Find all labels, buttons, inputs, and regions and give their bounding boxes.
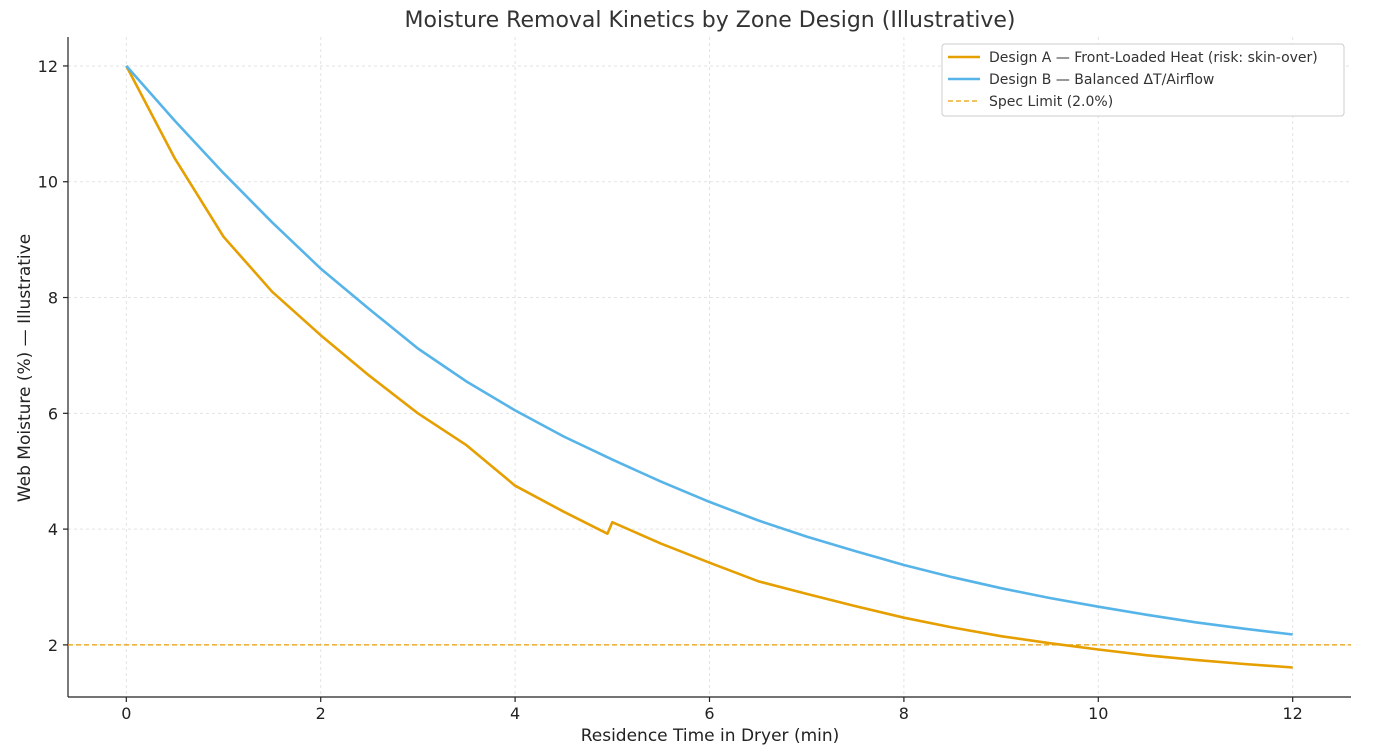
y-tick-label: 2 bbox=[48, 636, 58, 655]
y-tick-label: 12 bbox=[38, 57, 58, 76]
ticks: 0 2 4 6 8 10 12 2 4 6 8 10 12 bbox=[38, 57, 1303, 723]
series-line-design-b bbox=[125, 65, 1293, 636]
x-tick-label: 10 bbox=[1088, 704, 1108, 723]
y-tick-label: 8 bbox=[48, 289, 58, 308]
legend-label: Design A — Front-Loaded Heat (risk: skin… bbox=[989, 50, 1318, 66]
x-tick-label: 4 bbox=[510, 704, 520, 723]
y-tick-label: 10 bbox=[38, 173, 58, 192]
y-tick-label: 6 bbox=[48, 404, 58, 423]
x-axis-label: Residence Time in Dryer (min) bbox=[581, 726, 840, 746]
x-tick-label: 8 bbox=[899, 704, 909, 723]
legend-box bbox=[941, 43, 1345, 117]
series bbox=[125, 65, 1293, 669]
series-line-design-a bbox=[125, 65, 1293, 669]
legend-label: Design B — Balanced ΔT/Airflow bbox=[989, 72, 1214, 88]
x-tick-label: 6 bbox=[704, 704, 714, 723]
x-tick-label: 2 bbox=[316, 704, 326, 723]
y-tick-label: 4 bbox=[48, 520, 58, 539]
y-axis-label: Web Moisture (%) — Illustrative bbox=[15, 234, 35, 502]
grid bbox=[68, 37, 1351, 697]
legend: Design A — Front-Loaded Heat (risk: skin… bbox=[941, 43, 1345, 117]
chart-title: Moisture Removal Kinetics by Zone Design… bbox=[405, 8, 1016, 33]
x-tick-label: 0 bbox=[121, 704, 131, 723]
x-tick-label: 12 bbox=[1283, 704, 1303, 723]
legend-label: Spec Limit (2.0%) bbox=[989, 94, 1113, 110]
